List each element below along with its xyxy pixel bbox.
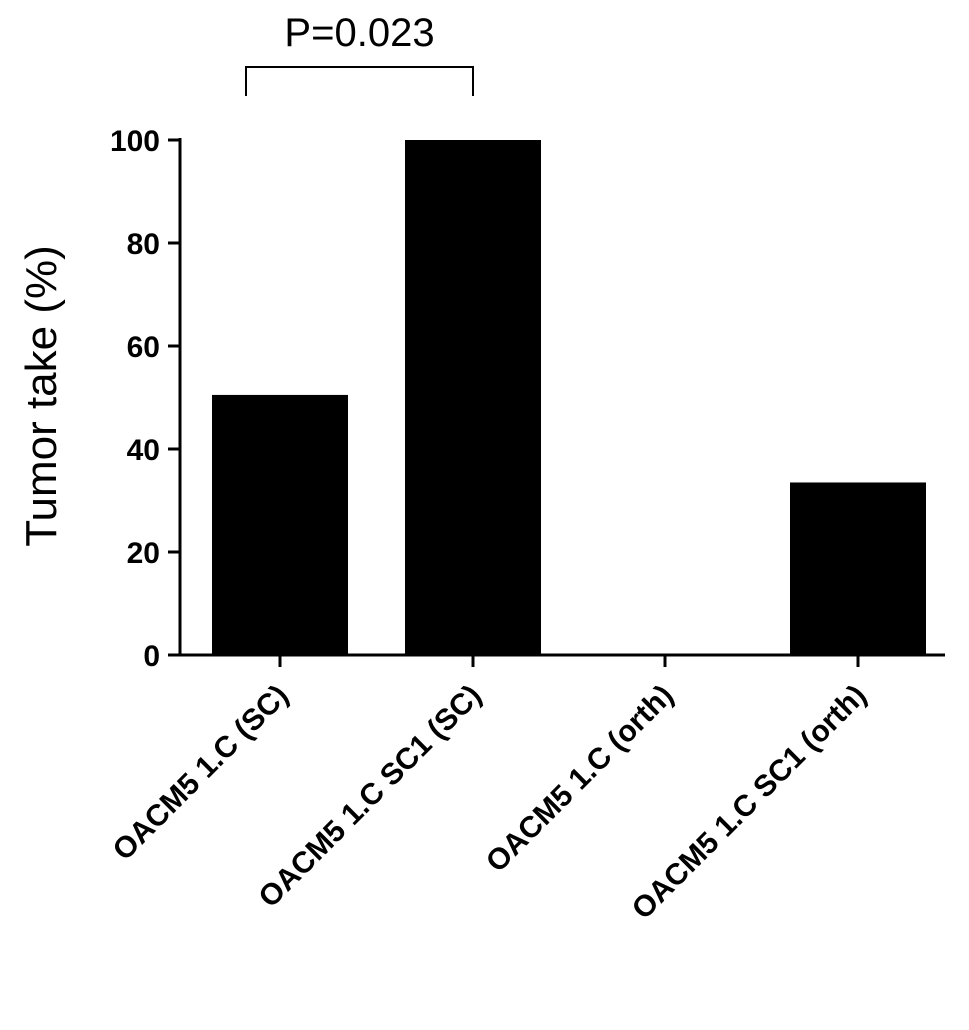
x-category-label: OACM5 1.C (orth)	[480, 679, 680, 879]
bar	[212, 394, 348, 655]
annotations: P=0.023	[245, 11, 474, 96]
significance-bracket	[245, 66, 474, 96]
y-tick-label: 0	[143, 640, 160, 673]
y-tick-label: 20	[127, 537, 160, 570]
y-tick-label: 100	[110, 125, 160, 158]
bars	[212, 140, 926, 655]
p-value-label: P=0.023	[284, 11, 434, 55]
y-tick-label: 60	[127, 331, 160, 364]
bar	[790, 482, 926, 655]
x-category-label: OACM5 1.C SC1 (SC)	[252, 679, 487, 914]
x-axis: OACM5 1.C (SC)OACM5 1.C SC1 (SC)OACM5 1.…	[107, 653, 945, 926]
y-tick-label: 40	[127, 434, 160, 467]
y-tick-label: 80	[127, 228, 160, 261]
bar	[405, 140, 541, 655]
x-category-label: OACM5 1.C (SC)	[107, 679, 295, 867]
y-axis: 0 20 40 60 80 100	[110, 125, 182, 673]
y-axis-title: Tumor take (%)	[17, 245, 66, 547]
